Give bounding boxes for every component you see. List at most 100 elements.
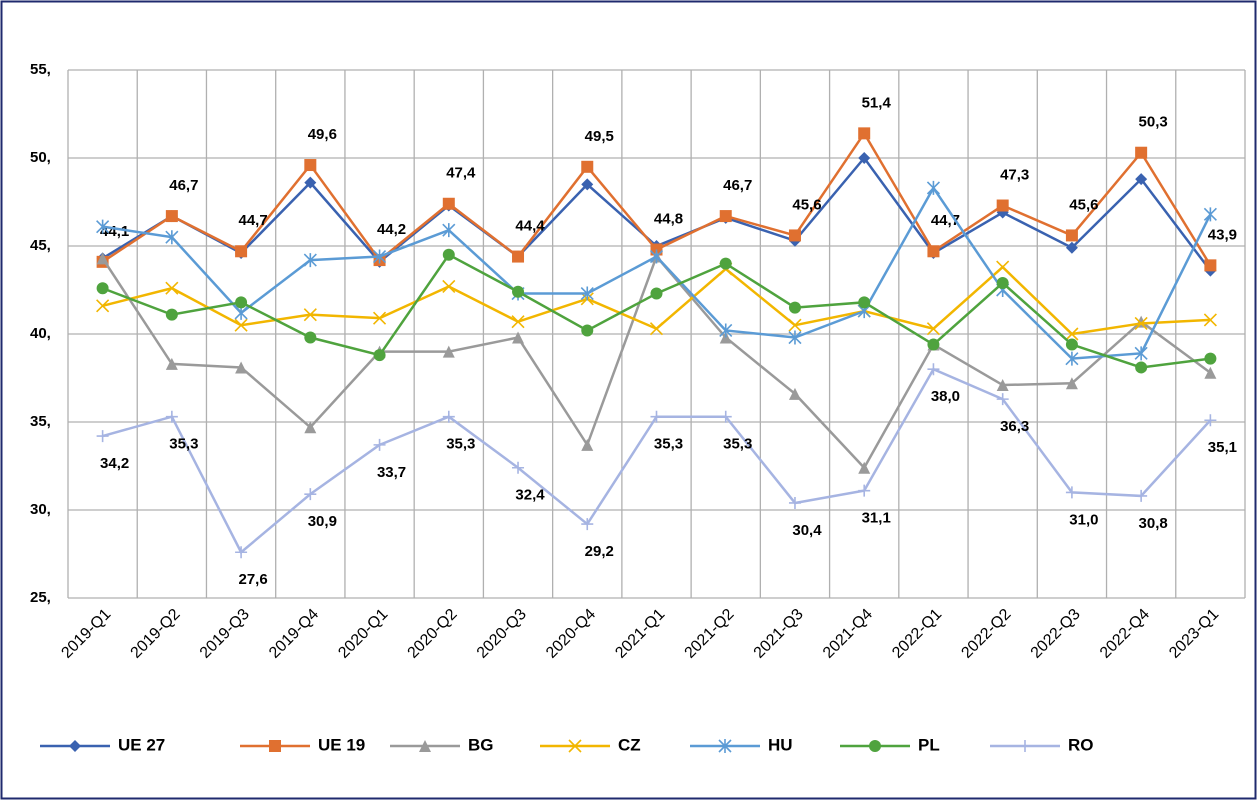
- legend-marker: [269, 740, 281, 752]
- data-label: 35,1: [1208, 439, 1237, 456]
- data-label: 43,9: [1208, 226, 1237, 243]
- marker: [1065, 241, 1078, 254]
- marker: [1134, 346, 1148, 361]
- legend-label: CZ: [618, 735, 641, 754]
- marker: [1134, 316, 1148, 331]
- legend-label: BG: [468, 735, 494, 754]
- data-label: 36,3: [1000, 418, 1029, 435]
- legend-label: RO: [1068, 735, 1094, 754]
- data-label: 44,7: [238, 212, 267, 229]
- marker: [1203, 313, 1217, 327]
- legend-label: PL: [918, 735, 940, 754]
- data-label: 45,6: [1069, 196, 1098, 213]
- marker: [996, 276, 1009, 289]
- marker: [442, 279, 456, 294]
- marker: [1204, 414, 1217, 427]
- marker: [649, 249, 664, 264]
- marker: [235, 245, 248, 258]
- marker: [1204, 259, 1217, 272]
- series: [96, 180, 1217, 366]
- data-label: 31,1: [862, 510, 891, 527]
- marker: [442, 197, 455, 210]
- marker: [927, 363, 940, 376]
- legend-marker: [869, 740, 881, 752]
- data-label: 44,2: [377, 221, 406, 238]
- data-label: 35,3: [723, 436, 752, 453]
- marker: [858, 127, 871, 140]
- marker: [303, 308, 317, 322]
- data-label: 30,9: [308, 513, 337, 530]
- data-label: 49,6: [308, 126, 337, 143]
- marker: [165, 230, 179, 245]
- marker: [1135, 173, 1148, 186]
- marker: [580, 286, 594, 301]
- data-label: 35,3: [169, 436, 198, 453]
- data-label: 35,3: [446, 436, 475, 453]
- marker: [858, 296, 871, 309]
- marker: [788, 301, 801, 314]
- marker: [581, 178, 594, 191]
- data-label: 44,8: [654, 210, 683, 227]
- marker: [1204, 366, 1217, 379]
- y-tick-label: 30,: [30, 501, 51, 518]
- marker: [719, 410, 732, 423]
- marker: [1065, 377, 1078, 390]
- data-label: 27,6: [238, 571, 267, 588]
- legend-label: UE 27: [118, 735, 165, 754]
- marker: [96, 282, 109, 295]
- marker: [512, 331, 525, 344]
- marker: [581, 518, 594, 531]
- data-label: 38,0: [931, 388, 960, 405]
- marker: [1065, 229, 1078, 242]
- data-label: 33,7: [377, 464, 406, 481]
- marker: [96, 430, 109, 443]
- marker: [512, 461, 525, 474]
- y-tick-label: 55,: [30, 61, 51, 78]
- marker: [165, 281, 179, 295]
- marker: [235, 546, 248, 559]
- marker: [235, 361, 248, 374]
- marker: [1203, 207, 1217, 222]
- marker: [788, 387, 801, 400]
- marker: [927, 338, 940, 351]
- marker: [858, 152, 871, 164]
- marker: [719, 331, 732, 344]
- marker: [581, 438, 594, 451]
- y-tick-label: 45,: [30, 237, 51, 254]
- marker: [649, 322, 664, 336]
- legend-label: UE 19: [318, 735, 365, 754]
- marker: [373, 438, 386, 451]
- marker: [996, 393, 1009, 406]
- series: [96, 363, 1217, 559]
- marker: [235, 296, 248, 309]
- marker: [996, 260, 1010, 274]
- marker: [234, 318, 248, 332]
- marker: [926, 322, 941, 336]
- marker: [788, 330, 802, 345]
- marker: [304, 488, 317, 501]
- marker: [303, 253, 317, 268]
- y-tick-label: 25,: [30, 589, 51, 606]
- marker: [304, 421, 317, 434]
- marker: [442, 345, 455, 358]
- marker: [512, 250, 525, 263]
- data-label: 32,4: [515, 487, 545, 504]
- marker: [372, 249, 387, 264]
- data-label: 51,4: [862, 94, 892, 111]
- marker: [719, 257, 732, 270]
- marker: [858, 484, 871, 497]
- marker: [442, 248, 455, 261]
- marker: [581, 160, 594, 173]
- marker: [1065, 338, 1078, 351]
- marker: [511, 315, 525, 329]
- data-label: 29,2: [585, 543, 614, 560]
- marker: [1135, 146, 1148, 159]
- data-label: 50,3: [1139, 114, 1168, 131]
- data-label: 44,4: [515, 218, 545, 235]
- marker: [719, 323, 733, 338]
- y-tick-label: 40,: [30, 325, 51, 342]
- data-label: 47,3: [1000, 166, 1029, 183]
- data-label: 46,7: [169, 177, 198, 194]
- marker: [788, 496, 801, 509]
